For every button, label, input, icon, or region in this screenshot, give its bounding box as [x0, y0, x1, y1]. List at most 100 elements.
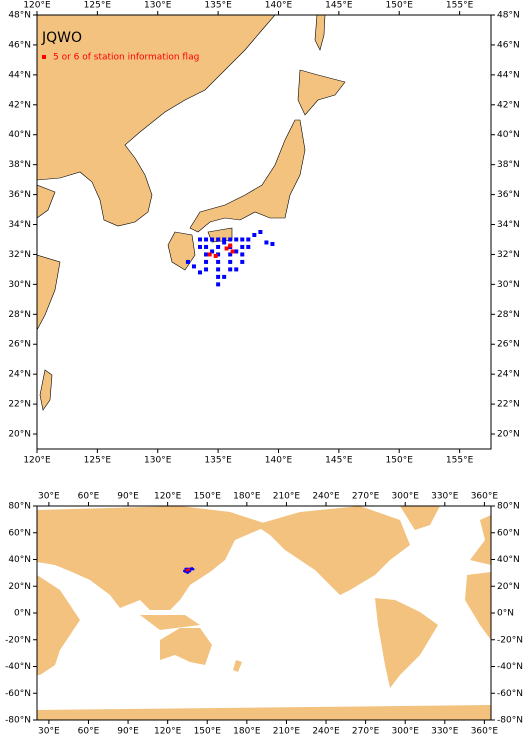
x-tick-label: 330°E — [431, 492, 459, 502]
station-point — [198, 270, 203, 275]
station-point — [246, 237, 251, 242]
station-point — [198, 237, 203, 242]
y-tick-label: 28°N — [497, 310, 520, 320]
y-tick-label: 38°N — [8, 160, 31, 170]
y-tick-label: 20°N — [8, 430, 31, 440]
y-tick-label: -20°N — [497, 635, 523, 645]
map-title: JQWO — [41, 30, 82, 46]
y-tick-label: 30°N — [8, 280, 31, 290]
y-tick-label: 40°N — [497, 130, 520, 140]
station-point — [186, 569, 189, 572]
station-point — [240, 259, 245, 264]
x-tick-label: 60°E — [78, 492, 100, 502]
station-point — [240, 244, 245, 249]
x-tick-label: 270°E — [352, 492, 380, 502]
station-point — [188, 568, 191, 571]
y-tick-label: 40°N — [8, 130, 31, 140]
y-tick-label: 44°N — [497, 70, 520, 80]
x-tick-label: 130°E — [144, 1, 172, 11]
x-tick-label: 180°E — [233, 492, 261, 502]
station-point — [210, 237, 215, 242]
x-tick-label: 130°E — [144, 456, 172, 466]
x-tick-label: 150°E — [386, 1, 414, 11]
y-tick-label: 40°N — [497, 555, 520, 565]
station-point — [184, 568, 187, 571]
y-tick-label: -40°N — [497, 662, 523, 672]
legend-swatch — [42, 55, 46, 59]
y-tick-label: 48°N — [8, 11, 31, 21]
station-point — [240, 237, 245, 242]
x-tick-label: 90°E — [117, 492, 139, 502]
y-tick-label: 48°N — [497, 11, 520, 21]
y-tick-label: -80°N — [497, 716, 523, 726]
station-point — [188, 570, 191, 573]
station-point — [198, 244, 203, 249]
station-point — [216, 252, 221, 257]
x-tick-label: 145°E — [325, 1, 353, 11]
y-tick-label: 20°N — [8, 582, 31, 592]
station-point — [204, 267, 209, 272]
y-tick-label: 22°N — [8, 400, 31, 410]
station-point — [216, 237, 221, 242]
land-world — [37, 506, 491, 720]
y-tick-label: 24°N — [8, 370, 31, 380]
x-tick-label: 150°E — [386, 456, 414, 466]
y-tick-label: -20°N — [5, 635, 31, 645]
station-point — [258, 230, 263, 234]
x-tick-label: 300°E — [392, 492, 420, 502]
station-point — [228, 252, 233, 257]
y-tick-label: 0°N — [497, 609, 514, 619]
y-tick-label: 34°N — [497, 220, 520, 230]
y-tick-label: 38°N — [497, 160, 520, 170]
station-point — [210, 249, 215, 254]
x-tick-label: 140°E — [265, 1, 293, 11]
map-frame — [36, 14, 492, 450]
y-tick-label: -60°N — [5, 689, 31, 699]
y-tick-label: -40°N — [5, 662, 31, 672]
station-point — [216, 259, 221, 264]
x-tick-label: 210°E — [273, 727, 301, 737]
x-tick-label: 135°E — [204, 456, 232, 466]
station-point — [192, 568, 195, 571]
y-tick-label: 32°N — [8, 250, 31, 260]
x-tick-label: 140°E — [265, 456, 293, 466]
station-point — [234, 267, 239, 272]
y-tick-label: 26°N — [8, 340, 31, 350]
station-point — [204, 252, 209, 257]
station-point — [224, 246, 229, 251]
station-point — [234, 237, 239, 242]
y-tick-label: 22°N — [497, 400, 520, 410]
y-tick-label: 60°N — [8, 528, 31, 538]
x-tick-label: 180°E — [233, 727, 261, 737]
x-tick-label: 120°E — [23, 456, 51, 466]
station-point — [264, 240, 269, 245]
y-tick-label: 0°N — [14, 609, 31, 619]
x-tick-label: 120°E — [154, 492, 182, 502]
y-tick-label: 28°N — [8, 310, 31, 320]
x-tick-label: 120°E — [23, 1, 51, 11]
station-point — [270, 241, 275, 246]
station-point — [187, 571, 190, 574]
station-point — [216, 244, 221, 249]
x-tick-label: 90°E — [117, 727, 139, 737]
x-tick-label: 300°E — [392, 727, 420, 737]
station-point — [246, 244, 251, 249]
x-tick-label: 240°E — [312, 492, 340, 502]
station-point — [216, 274, 221, 279]
x-tick-label: 360°E — [471, 492, 499, 502]
station-point — [191, 264, 196, 269]
station-point — [222, 237, 227, 242]
station-point — [222, 240, 227, 245]
y-tick-label: 80°N — [8, 502, 31, 512]
station-point — [228, 259, 233, 264]
y-tick-label: 42°N — [8, 100, 31, 110]
station-point — [234, 249, 239, 254]
x-tick-label: 240°E — [312, 727, 340, 737]
x-tick-label: 145°E — [325, 456, 353, 466]
station-point — [228, 267, 233, 272]
y-tick-label: 20°N — [497, 430, 520, 440]
x-tick-label: 125°E — [84, 1, 112, 11]
station-point — [204, 259, 209, 264]
y-tick-label: 46°N — [8, 40, 31, 50]
y-tick-label: 80°N — [497, 502, 520, 512]
